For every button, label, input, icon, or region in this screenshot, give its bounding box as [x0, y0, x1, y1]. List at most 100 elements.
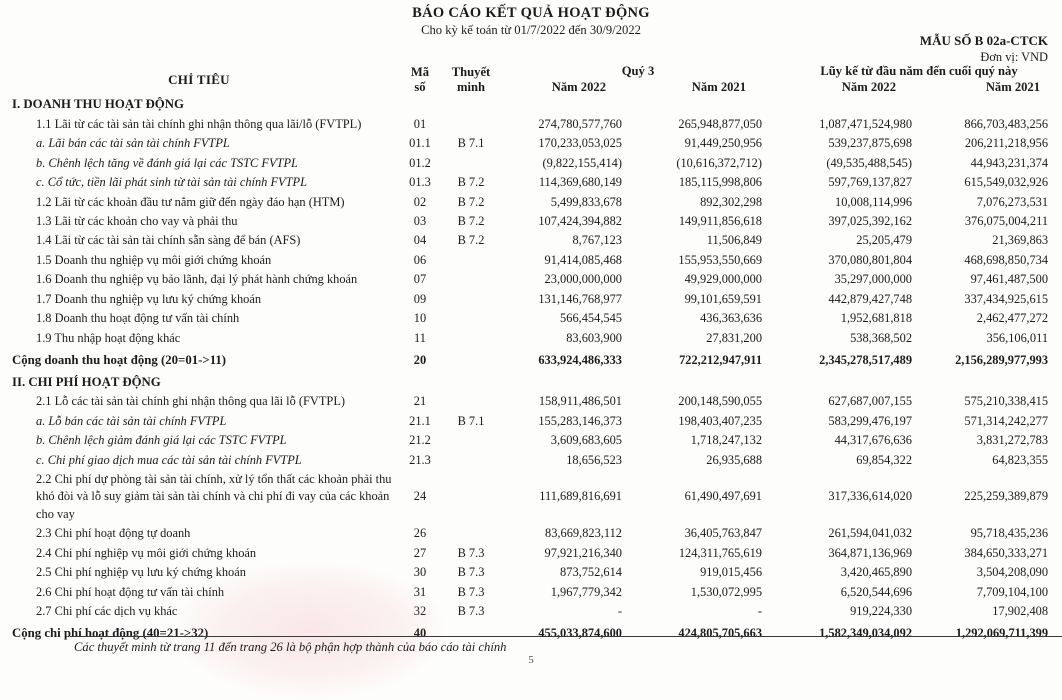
ytd-2021-cell: 376,075,004,211 [964, 214, 1049, 228]
q3-2022-cell: 83,669,823,112 [545, 526, 622, 541]
q3-2022-cell: 155,283,146,373 [538, 413, 622, 428]
q3-2022-cell [500, 95, 636, 114]
q3-2021-cell: 11,506,849 [706, 233, 763, 248]
ytd-2022-cell: 69,854,322 [856, 452, 913, 467]
q3-2021-cell: 892,302,298 [700, 194, 763, 209]
code-cell: 10 [413, 311, 427, 326]
code-cell [398, 95, 442, 114]
code-cell: 20 [413, 352, 427, 367]
q3-2021-cell: 91,449,250,956 [684, 136, 763, 151]
item-label-cell: I. DOANH THU HOẠT ĐỘNG [12, 97, 184, 112]
table-body: I. DOANH THU HOẠT ĐỘNG 1.1 Lãi từ các tài… [0, 95, 1062, 646]
note-cell: B 7.3 [457, 584, 485, 599]
note-cell [442, 290, 500, 309]
item-label-cell: c. Chi phí giao dịch mua các tài sản tài… [36, 452, 302, 467]
code-cell: 02 [413, 194, 427, 209]
currency-unit: Đơn vị: VND [980, 50, 1048, 64]
table-row: 1.5 Doanh thu nghiệp vụ môi giới chứng k… [0, 251, 1062, 270]
note-cell [442, 329, 500, 348]
q3-2021-cell: 200,148,590,055 [678, 394, 763, 409]
item-label-cell: 1.6 Doanh thu nghiệp vụ bảo lãnh, đại lý… [36, 272, 358, 287]
ytd-2022-cell: 44,317,676,636 [834, 433, 913, 448]
item-label-cell: 1.7 Doanh thu nghiệp vụ lưu ký chứng kho… [36, 291, 262, 306]
item-label-cell: c. Cổ tức, tiền lãi phát sinh từ tài sản… [36, 175, 307, 190]
column-header-q3-2021: Năm 2021 [691, 80, 747, 94]
table-row: 2.7 Chi phí các dịch vụ khác 32 B 7.3 - - 919… [0, 602, 1062, 621]
code-cell: 21 [413, 394, 427, 409]
item-label-cell: 2.1 Lỗ các tài sản tài chính ghi nhận th… [36, 394, 346, 409]
table-row: 1.1 Lãi từ các tài sản tài chính ghi nhậ… [0, 114, 1062, 133]
q3-2022-cell: 455,033,874,600 [538, 626, 622, 641]
note-cell [442, 451, 500, 470]
table-row: a. Lỗ bán các tài sản tài chính FVTPL 21.… [0, 412, 1062, 431]
table-row: a. Lãi bán các tài sản tài chính FVTPL 01… [0, 134, 1062, 153]
ytd-2021-cell: 337,434,925,615 [964, 291, 1049, 306]
ytd-2022-cell: 364,871,136,969 [828, 545, 913, 560]
ytd-2021-cell: 3,504,208,090 [976, 565, 1049, 580]
item-label-cell: a. Lãi bán các tài sản tài chính FVTPL [36, 136, 230, 151]
q3-2022-cell: 107,424,394,882 [538, 214, 622, 228]
table-row: Cộng doanh thu hoạt động (20=01->11) 20 63… [0, 348, 1062, 372]
ytd-2022-cell [776, 95, 926, 114]
table-row: b. Chênh lệch giảm đánh giá lại các TSTC… [0, 431, 1062, 450]
table-row: 1.8 Doanh thu hoạt động tư vấn tài chính… [0, 309, 1062, 328]
note-cell [442, 270, 500, 289]
table-row: 1.2 Lãi từ các khoản đầu tư nắm giữ đến … [0, 192, 1062, 211]
note-cell [442, 392, 500, 411]
note-cell [442, 373, 500, 392]
q3-2021-cell: 155,953,550,669 [678, 252, 763, 267]
ytd-2022-cell: 2,345,278,517,489 [819, 352, 913, 367]
ytd-2022-cell: 442,879,427,748 [828, 291, 913, 306]
note-cell [442, 114, 500, 133]
code-cell: 07 [413, 272, 427, 287]
ytd-2021-cell [926, 95, 1062, 114]
item-label-cell: 2.5 Chi phí nghiệp vụ lưu ký chứng khoán [36, 565, 246, 580]
ytd-2021-cell [926, 373, 1062, 392]
q3-2022-cell: 633,924,486,333 [538, 352, 622, 367]
table-row: c. Cổ tức, tiền lãi phát sinh từ tài sản… [0, 173, 1062, 192]
item-label-cell: a. Lỗ bán các tài sản tài chính FVTPL [36, 413, 227, 428]
code-cell: 01 [413, 116, 427, 131]
code-cell: 26 [413, 526, 427, 541]
ytd-2021-cell: 571,314,242,277 [964, 413, 1049, 428]
note-cell: B 7.1 [457, 413, 485, 428]
q3-2021-cell: 36,405,763,847 [684, 526, 763, 541]
ytd-2021-cell: 866,703,483,256 [964, 116, 1049, 131]
ytd-2022-cell: 370,080,801,804 [828, 252, 913, 267]
table-row: 2.1 Lỗ các tài sản tài chính ghi nhận th… [0, 392, 1062, 411]
item-label-cell: 2.6 Chi phí hoạt động tư vấn tài chính [36, 584, 225, 599]
code-cell: 09 [413, 291, 427, 306]
code-cell [398, 373, 442, 392]
table-row: 2.2 Chi phí dự phòng tài sản tài chính, … [0, 470, 1062, 524]
table-row: II. CHI PHÍ HOẠT ĐỘNG [0, 373, 1062, 392]
item-label-cell: 1.1 Lãi từ các tài sản tài chính ghi nhậ… [36, 116, 362, 131]
code-cell: 21.3 [409, 452, 431, 467]
note-cell [442, 251, 500, 270]
form-number: MẪU SỐ B 02a-CTCK [919, 33, 1048, 48]
item-label-cell: Cộng doanh thu hoạt động (20=01->11) [12, 352, 227, 367]
q3-2022-cell: 5,499,833,678 [550, 194, 622, 209]
column-group-ytd: Lũy kế từ đầu năm đến cuối quý này [820, 64, 1018, 78]
column-header-q3-2022: Năm 2022 [551, 80, 606, 94]
code-cell: 04 [413, 233, 427, 248]
footer-divider [70, 636, 1062, 637]
q3-2022-cell: 274,780,577,760 [538, 116, 622, 131]
table-row: b. Chênh lệch tăng về đánh giá lại các T… [0, 153, 1062, 172]
column-header-ytd-2022: Năm 2022 [841, 80, 897, 94]
page-number: 5 [528, 654, 534, 666]
ytd-2022-cell: 397,025,392,162 [828, 214, 913, 228]
q3-2022-cell: 158,911,486,501 [538, 394, 622, 409]
q3-2021-cell: 1,718,247,132 [690, 433, 763, 448]
note-cell [442, 431, 500, 450]
q3-2022-cell: 873,752,614 [560, 565, 622, 580]
ytd-2022-cell: 261,594,041,032 [828, 526, 913, 541]
q3-2022-cell: 97,921,216,340 [544, 545, 622, 560]
q3-2022-cell: 111,689,816,691 [539, 489, 622, 504]
q3-2022-cell: 23,000,000,000 [544, 272, 622, 287]
income-statement-table: CHỈ TIÊU Mã số Thuyết minh Quý 3 Lũy kế … [0, 64, 1062, 646]
ytd-2022-cell: 627,687,007,155 [828, 394, 913, 409]
note-cell: B 7.1 [457, 136, 485, 151]
q3-2021-cell: 61,490,497,691 [684, 489, 763, 504]
page-subtitle: Cho kỳ kế toán từ 01/7/2022 đến 30/9/202… [421, 23, 641, 37]
table-row: 1.7 Doanh thu nghiệp vụ lưu ký chứng kho… [0, 290, 1062, 309]
